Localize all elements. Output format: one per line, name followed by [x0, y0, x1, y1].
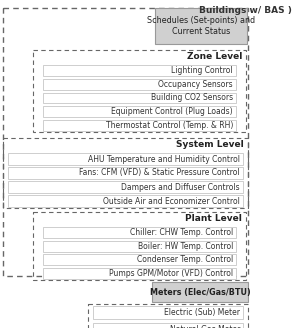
Text: AHU Temperature and Humidity Control: AHU Temperature and Humidity Control — [88, 154, 240, 163]
Bar — [3, 138, 248, 208]
Text: Plant Level: Plant Level — [185, 214, 242, 223]
Text: Zone Level: Zone Level — [187, 52, 242, 61]
Bar — [93, 306, 243, 319]
Text: Fans: CFM (VFD) & Static Pressure Control: Fans: CFM (VFD) & Static Pressure Contro… — [79, 169, 240, 177]
Bar — [155, 8, 247, 44]
Bar — [33, 50, 246, 132]
Text: Building CO2 Sensors: Building CO2 Sensors — [151, 93, 233, 102]
Text: Schedules (Set-points) and
Current Status: Schedules (Set-points) and Current Statu… — [147, 16, 255, 36]
Bar — [43, 268, 236, 279]
Bar — [152, 282, 248, 302]
Bar — [33, 212, 246, 280]
Bar — [43, 120, 236, 131]
Text: Dampers and Diffuser Controls: Dampers and Diffuser Controls — [121, 182, 240, 192]
Bar — [8, 195, 243, 207]
Bar — [88, 304, 248, 328]
Text: Buildings w/ BAS ): Buildings w/ BAS ) — [199, 6, 292, 15]
Text: Chiller: CHW Temp. Control: Chiller: CHW Temp. Control — [130, 228, 233, 237]
Bar — [8, 167, 243, 179]
Text: Meters (Elec/Gas/BTU): Meters (Elec/Gas/BTU) — [150, 288, 250, 297]
Bar — [43, 254, 236, 265]
Text: Pumps GPM/Motor (VFD) Control: Pumps GPM/Motor (VFD) Control — [109, 269, 233, 278]
Text: Lighting Control: Lighting Control — [171, 66, 233, 75]
Text: Equipment Control (Plug Loads): Equipment Control (Plug Loads) — [111, 107, 233, 116]
Text: System Level: System Level — [176, 140, 244, 149]
Bar — [8, 154, 243, 165]
Bar — [43, 241, 236, 252]
Bar — [43, 106, 236, 117]
Text: Electric (Sub) Meter: Electric (Sub) Meter — [164, 308, 240, 317]
Text: Boiler: HW Temp. Control: Boiler: HW Temp. Control — [138, 242, 233, 251]
Bar — [43, 79, 236, 90]
Text: Condenser Temp. Control: Condenser Temp. Control — [137, 255, 233, 264]
Text: Outside Air and Economizer Control: Outside Air and Economizer Control — [103, 196, 240, 206]
Bar — [43, 227, 236, 238]
Bar — [93, 323, 243, 328]
Text: Occupancy Sensors: Occupancy Sensors — [158, 80, 233, 89]
Bar — [3, 8, 248, 276]
Text: Natural Gas Meter: Natural Gas Meter — [170, 325, 240, 328]
Bar — [43, 65, 236, 76]
Bar — [43, 92, 236, 103]
Bar — [8, 181, 243, 193]
Text: Thermostat Control (Temp. & RH): Thermostat Control (Temp. & RH) — [106, 121, 233, 130]
